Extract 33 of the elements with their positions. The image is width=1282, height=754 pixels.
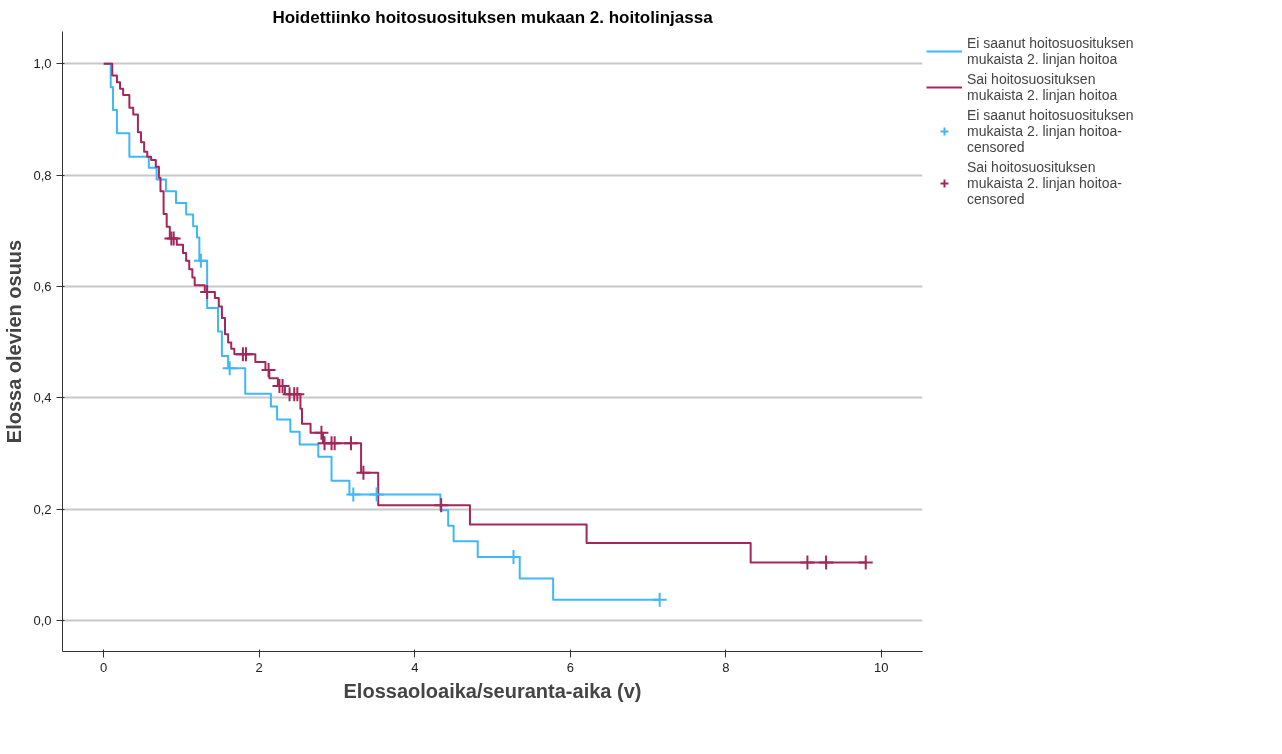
point [345,486,362,503]
point [238,346,255,363]
point [818,554,835,571]
legend-label: Ei saanut hoitosuosituksen mukaista 2. linjan hoitoa [967,35,1134,67]
x-tick-label: 10 [874,659,889,675]
point [857,554,874,571]
point [799,554,816,571]
x-tick-label: 0 [100,659,108,675]
y-axis-title: Elossa olevien osuus [3,239,26,444]
point [192,252,209,269]
point [368,486,385,503]
y-tick-label: 0,8 [33,167,52,183]
point [433,497,450,514]
point [260,361,277,378]
x-axis-title: Elossaoloaika/seuranta-aika (v) [343,679,642,702]
point [221,360,238,377]
y-tick-label: 0,6 [33,278,52,294]
y-tick-label: 0,0 [33,612,52,628]
point [342,435,359,452]
y-tick-label: 1,0 [33,56,52,72]
point [355,464,372,481]
point [651,591,668,608]
legend-label: Ei saanut hoitosuosituksen mukaista 2. linjan hoitoa-censored [967,107,1134,155]
x-tick-label: 4 [411,659,419,675]
x-tick-label: 6 [566,659,574,675]
y-tick-label: 0,4 [33,390,52,406]
legend-label: Sai hoitosuosituksen mukaista 2. linjan hoitoa-censored [967,159,1122,207]
chart-title: Hoidettiinko hoitosuosituksen mukaan 2. hoitolinjassa [272,7,714,27]
legend-label: Sai hoitosuosituksen mukaista 2. linjan hoitoa [967,71,1118,103]
x-tick-label: 8 [722,659,730,675]
point [313,424,330,441]
x-tick-label: 2 [255,659,263,675]
y-tick-label: 0,2 [33,501,52,517]
